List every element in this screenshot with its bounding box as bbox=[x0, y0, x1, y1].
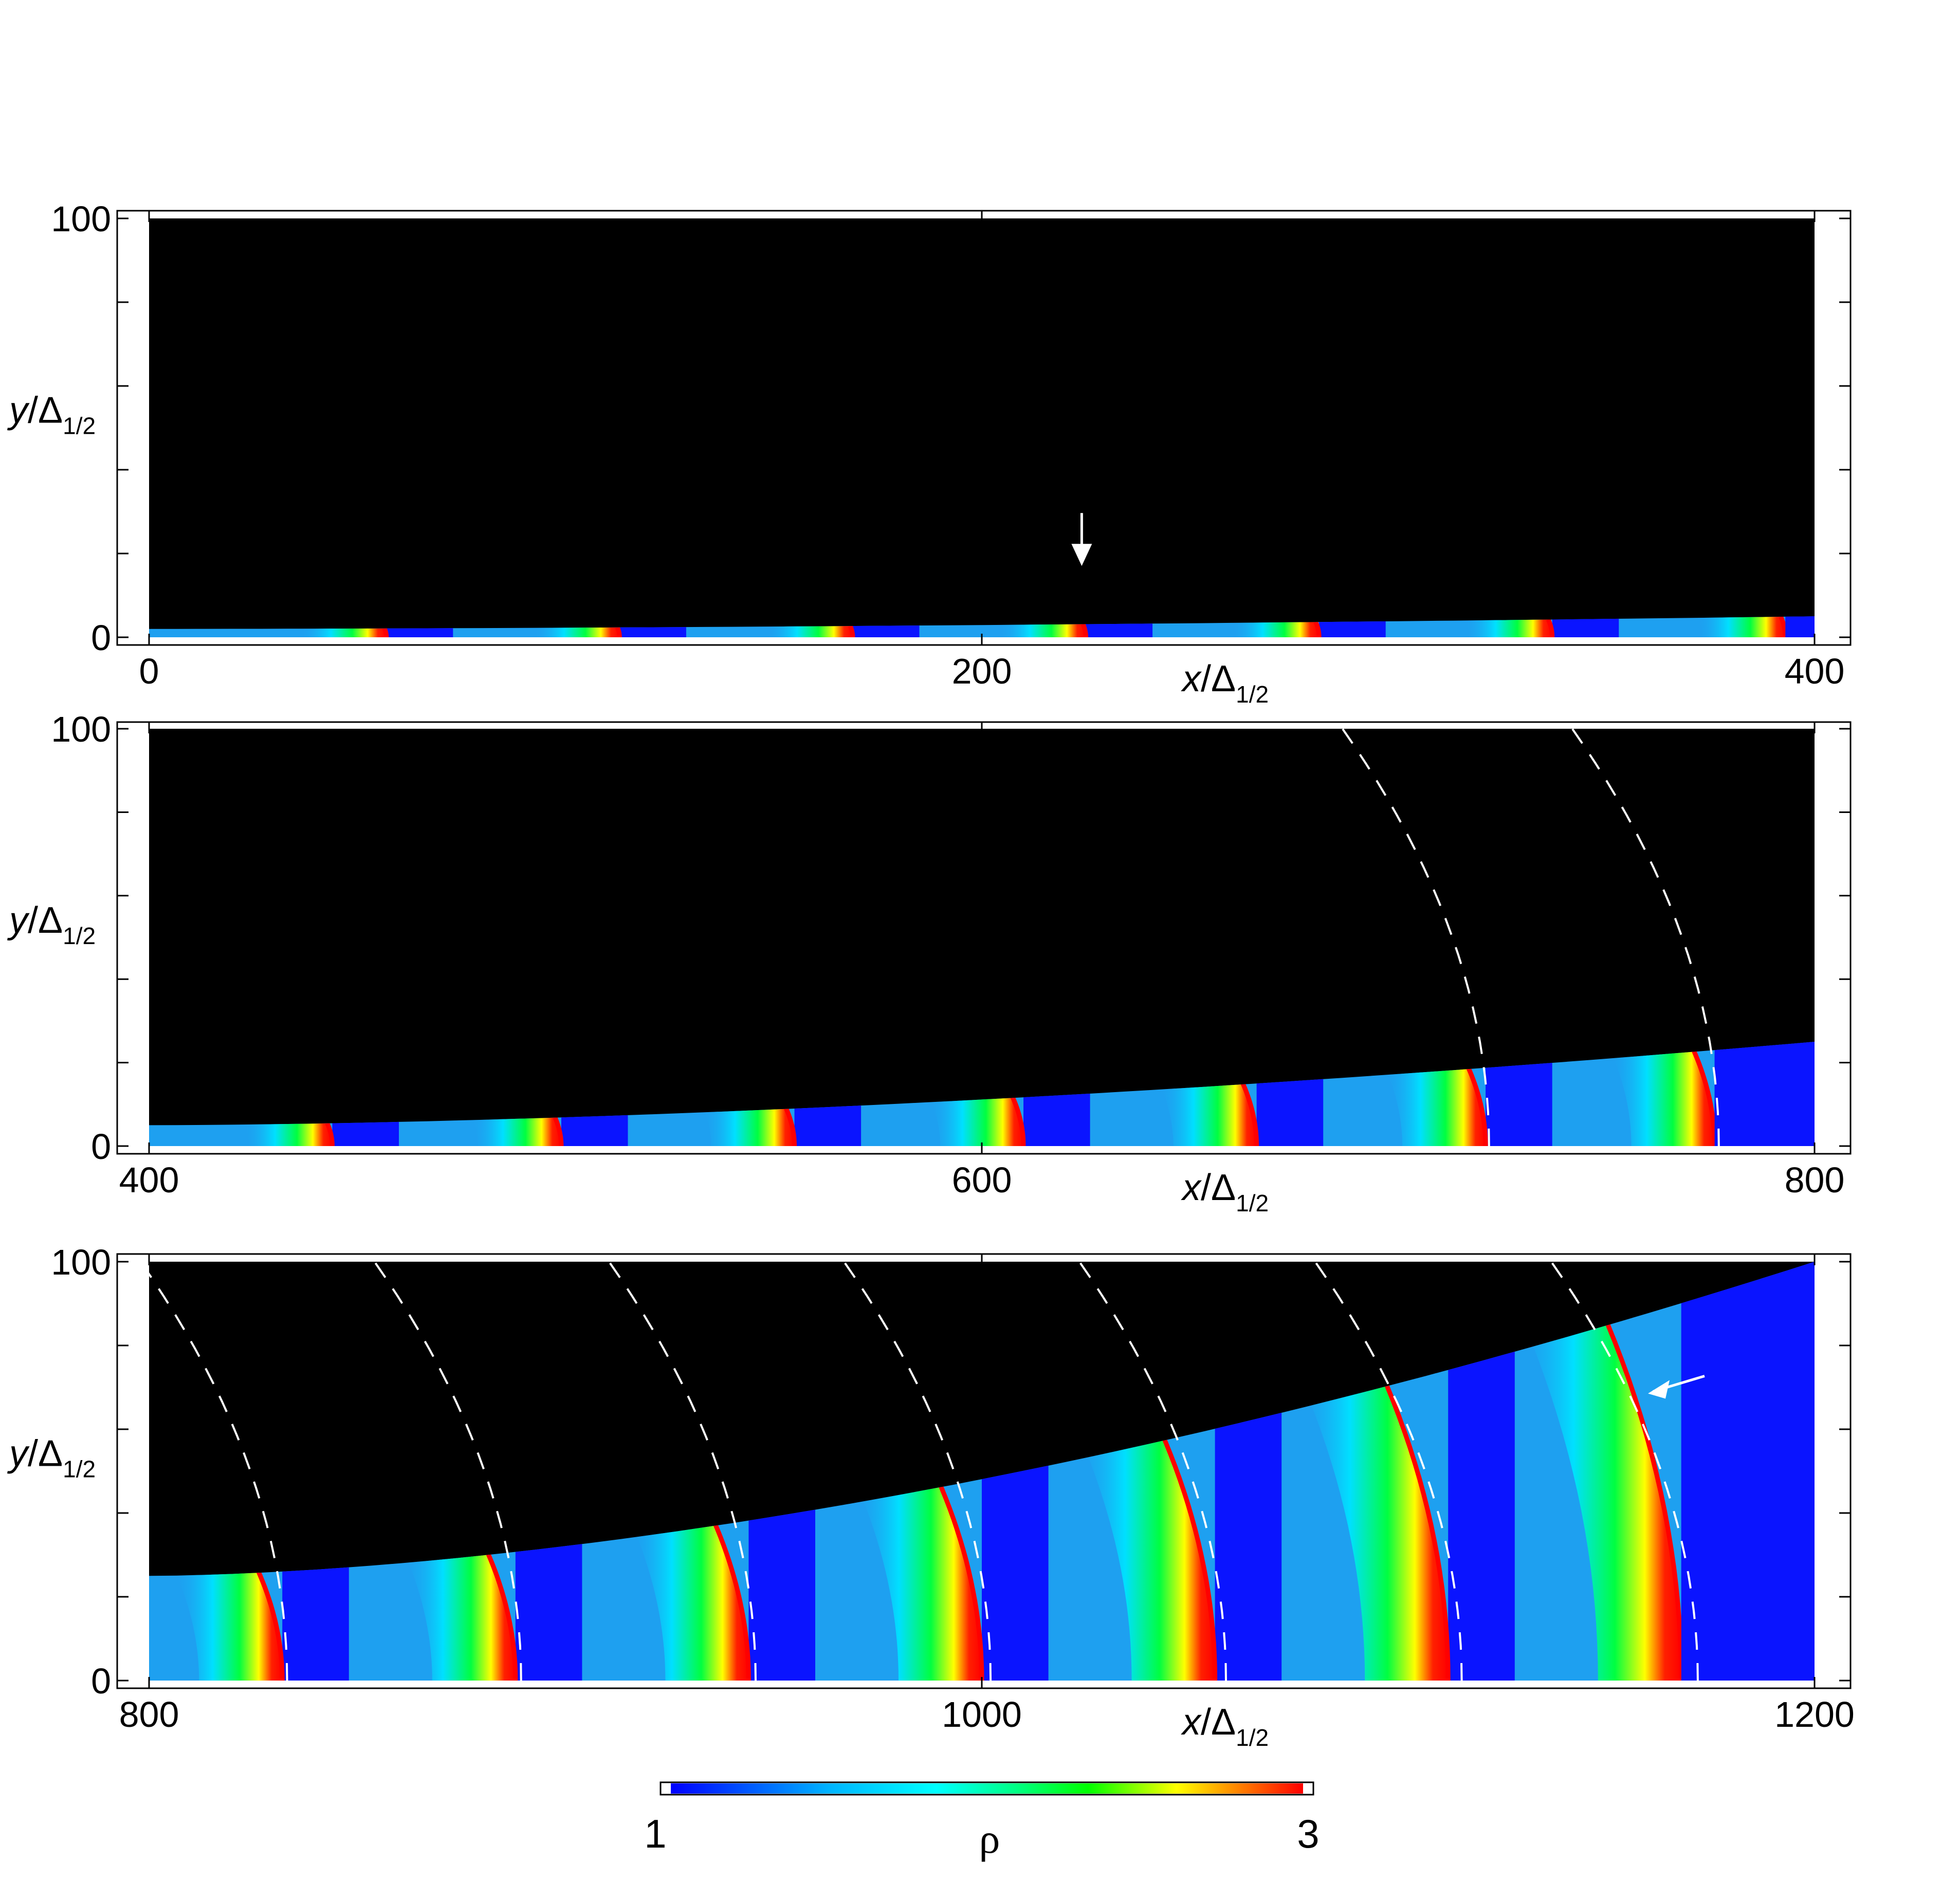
x-tick-label: 800 bbox=[119, 1694, 179, 1735]
inert-region bbox=[149, 218, 1815, 637]
dashed-front-2 bbox=[373, 1261, 522, 1681]
detonation-front-7 bbox=[1515, 1303, 1681, 1681]
detonation-front-6 bbox=[1465, 619, 1552, 637]
y-tick-label: 100 bbox=[51, 1242, 111, 1282]
detonation-front-3 bbox=[703, 1109, 795, 1146]
detonation-front-7 bbox=[1697, 617, 1786, 637]
dashed-front-4 bbox=[843, 1261, 992, 1681]
detonation-front-3 bbox=[630, 1520, 749, 1681]
shock-line-5 bbox=[1240, 1082, 1259, 1146]
shock-line-2 bbox=[615, 626, 622, 637]
detonation-front-5 bbox=[1076, 1429, 1215, 1681]
shock-line-6 bbox=[1546, 618, 1555, 637]
detonation-front-3 bbox=[767, 626, 853, 637]
colorbar-gradient bbox=[671, 1783, 1303, 1794]
dashed-front-1 bbox=[1342, 728, 1490, 1147]
y-axis-label: y/Δ1/2 bbox=[7, 1433, 96, 1483]
fresh-mixture-region bbox=[1681, 1262, 1815, 1681]
detonation-front-5 bbox=[1232, 622, 1320, 637]
panel-1: 0 200 400 0 100 x/Δ1/2 y/Δ1/2 bbox=[7, 199, 1852, 708]
y-tick-label: 100 bbox=[51, 709, 111, 749]
colorbar: 1 3 ρ bbox=[644, 1781, 1320, 1862]
detonation-front-1 bbox=[175, 1571, 283, 1681]
y-axis-label: y/Δ1/2 bbox=[7, 900, 96, 949]
y-tick-label: 0 bbox=[91, 618, 111, 658]
shock-line-4 bbox=[936, 1478, 984, 1681]
shock-line-3 bbox=[711, 1519, 751, 1681]
shock-line-5 bbox=[1313, 621, 1322, 637]
dashed-front-3 bbox=[608, 1261, 757, 1681]
detonation-front-7 bbox=[1610, 1050, 1715, 1146]
y-tick-label: 0 bbox=[91, 1661, 111, 1701]
x-axis-label: x/Δ1/2 bbox=[1181, 1702, 1269, 1751]
fresh-mixture-region bbox=[1785, 616, 1815, 637]
shock-line-7 bbox=[1597, 1302, 1684, 1681]
colorbar-min-label: 1 bbox=[644, 1811, 666, 1856]
panel-3: 800 1000 1200 0 100 x/Δ1/2 y/Δ1/2 bbox=[7, 1242, 1855, 1751]
detonation-front-4 bbox=[999, 624, 1086, 637]
fresh-mixture-gap bbox=[1552, 616, 1619, 637]
shock-line-1 bbox=[325, 1122, 335, 1146]
shock-line-4 bbox=[1011, 1096, 1026, 1146]
shock-line-7 bbox=[1779, 616, 1788, 637]
dashed-front-5 bbox=[1078, 1261, 1227, 1681]
shock-line-5 bbox=[1158, 1428, 1218, 1681]
detonation-front-2 bbox=[534, 627, 620, 637]
shock-line-7 bbox=[1691, 1049, 1717, 1146]
shock-line-3 bbox=[848, 625, 855, 637]
y-tick-label: 100 bbox=[51, 199, 111, 239]
x-tick-label: 800 bbox=[1785, 1160, 1845, 1200]
detonation-front-1 bbox=[301, 628, 387, 637]
detonation-front-1 bbox=[244, 1123, 333, 1146]
shock-line-2 bbox=[485, 1551, 518, 1681]
x-tick-label: 1200 bbox=[1774, 1694, 1855, 1735]
y-tick-label: 0 bbox=[91, 1127, 111, 1167]
shock-line-4 bbox=[1080, 623, 1088, 637]
dashed-front-1 bbox=[139, 1261, 288, 1681]
x-tick-label: 200 bbox=[952, 651, 1012, 691]
annotation-arrow-down-icon bbox=[1071, 544, 1092, 566]
detonation-front-4 bbox=[929, 1097, 1023, 1146]
shock-line-6 bbox=[1466, 1066, 1488, 1146]
colorbar-frame bbox=[660, 1781, 1314, 1796]
x-axis-label: x/Δ1/2 bbox=[1181, 658, 1269, 708]
x-tick-label: 0 bbox=[139, 651, 159, 691]
annotation-arrow-left-icon bbox=[1648, 1380, 1670, 1399]
detonation-front-4 bbox=[854, 1479, 982, 1681]
x-axis-label: x/Δ1/2 bbox=[1181, 1167, 1269, 1216]
x-tick-label: 600 bbox=[952, 1160, 1012, 1200]
detonation-front-5 bbox=[1159, 1083, 1257, 1146]
panel-2: 400 600 800 0 100 x/Δ1/2 y/Δ1/2 bbox=[7, 709, 1852, 1216]
shock-line-6 bbox=[1378, 1369, 1451, 1681]
detonation-front-6 bbox=[1297, 1370, 1449, 1681]
x-tick-label: 400 bbox=[119, 1160, 179, 1200]
shock-line-1 bbox=[382, 627, 389, 637]
shock-line-2 bbox=[553, 1116, 564, 1146]
x-tick-label: 400 bbox=[1785, 651, 1845, 691]
shock-line-3 bbox=[784, 1108, 797, 1146]
dashed-front-6 bbox=[1314, 1261, 1463, 1681]
detonation-front-6 bbox=[1385, 1067, 1486, 1146]
shock-line-1 bbox=[256, 1571, 285, 1681]
colorbar-label: ρ bbox=[979, 1815, 1000, 1862]
colorbar-max-label: 3 bbox=[1297, 1811, 1319, 1856]
dashed-front-2 bbox=[1571, 728, 1720, 1147]
x-tick-label: 1000 bbox=[942, 1694, 1022, 1735]
dashed-front-7 bbox=[1550, 1261, 1699, 1681]
detonation-front-2 bbox=[404, 1552, 516, 1681]
detonation-front-2 bbox=[471, 1117, 561, 1146]
fresh-mixture-region bbox=[1714, 1042, 1815, 1146]
y-axis-label: y/Δ1/2 bbox=[7, 390, 96, 439]
